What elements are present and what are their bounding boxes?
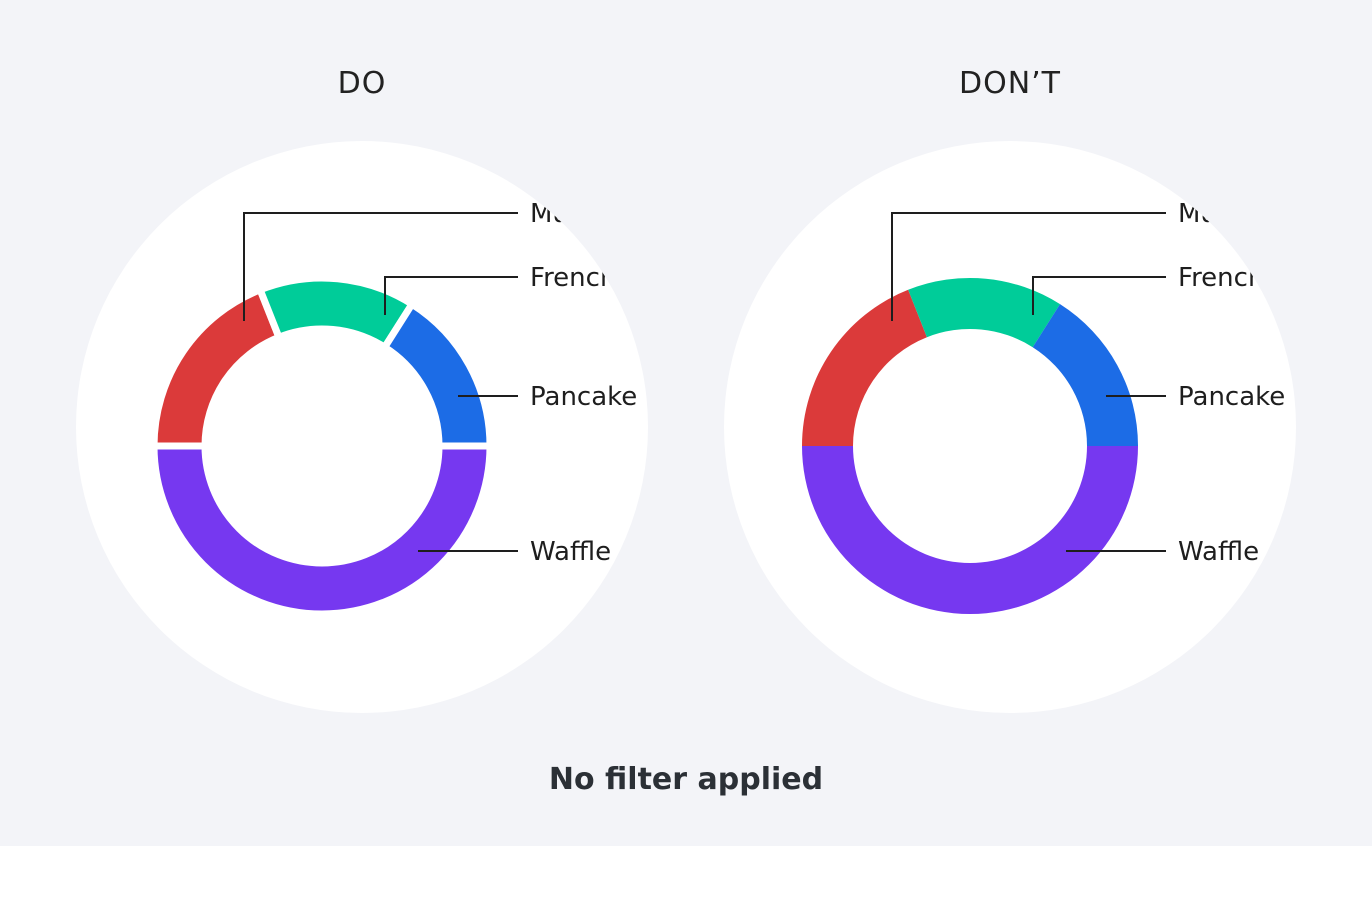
donut-do xyxy=(150,274,494,618)
slice-dont-waffle xyxy=(802,446,1138,614)
leader-dont-french xyxy=(1032,276,1166,315)
leader-do-french xyxy=(384,276,518,315)
chart-title-dont: DON’T xyxy=(958,66,1062,101)
slice-dont-pancake xyxy=(1032,304,1138,446)
callouts-dont: Mu French Pancake Waffle xyxy=(891,199,1285,567)
callouts-do: Mu French Pancake Waffle xyxy=(243,199,637,567)
callout-label-do-waffle: Waffle xyxy=(530,537,611,567)
chart-title-do: DO xyxy=(337,66,387,101)
slice-do-waffle xyxy=(150,442,494,618)
slice-do-pancake xyxy=(379,299,494,450)
leader-dont-mu xyxy=(891,212,1166,321)
callout-label-dont-waffle: Waffle xyxy=(1178,537,1259,567)
callout-label-dont-french: French xyxy=(1178,263,1264,293)
donut-dont xyxy=(802,278,1138,614)
callout-label-dont-mu: Mu xyxy=(1178,199,1217,229)
slice-dont-french xyxy=(908,278,1061,348)
leader-do-mu xyxy=(243,212,518,321)
donut-charts: Mu French Pancake Waffle Mu French Pancake Waf… xyxy=(76,141,1296,713)
slice-dont-muffin xyxy=(802,289,927,446)
callout-label-dont-pancake: Pancake xyxy=(1178,382,1285,412)
callout-label-do-mu: Mu xyxy=(530,199,569,229)
callout-label-do-french: French xyxy=(530,263,616,293)
caption: No filter applied xyxy=(548,762,824,797)
callout-label-do-pancake: Pancake xyxy=(530,382,637,412)
